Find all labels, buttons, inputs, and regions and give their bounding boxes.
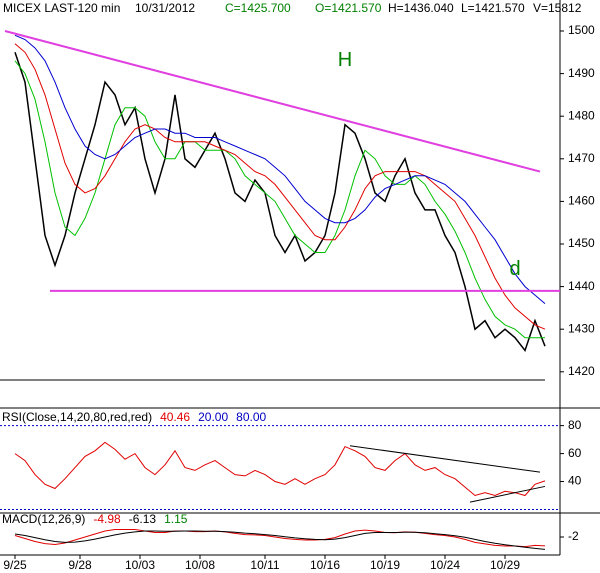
- y-tick-label: 1430: [568, 321, 595, 335]
- legend-item: -6.13: [129, 512, 157, 526]
- header-item: V=15812: [533, 1, 582, 15]
- legend-item: MACD(12,26,9): [2, 512, 85, 526]
- y-tick-label: -2: [568, 529, 579, 543]
- legend-item: -4.98: [93, 512, 121, 526]
- annotation: d: [509, 258, 520, 280]
- trendline: [469, 485, 546, 503]
- header-item: L=1421.570: [461, 1, 525, 15]
- y-tick-label: 60: [568, 446, 582, 460]
- x-tick-label: 10/24: [430, 558, 460, 572]
- series-line: [14, 52, 546, 353]
- header-item: O=1421.570: [315, 1, 382, 15]
- y-tick-label: 1440: [568, 279, 595, 293]
- trendline: [4, 30, 541, 173]
- x-tick-label: 9/25: [3, 558, 27, 572]
- header-item: MICEX LAST-120 min: [3, 1, 120, 15]
- annotation: H: [338, 49, 352, 71]
- x-tick-label: 10/08: [185, 558, 215, 572]
- x-tick-label: 10/11: [250, 558, 279, 572]
- x-tick-label: 10/19: [370, 558, 400, 572]
- y-tick-label: 1470: [568, 151, 595, 165]
- y-tick-label: 1490: [568, 66, 595, 80]
- y-tick-label: 80: [568, 418, 582, 432]
- series-line: [14, 441, 546, 497]
- legend-item: 1.15: [164, 512, 188, 526]
- y-tick-label: 1460: [568, 194, 595, 208]
- x-tick-label: 10/03: [125, 558, 155, 572]
- y-tick-label: 1480: [568, 108, 595, 122]
- trendline: [349, 445, 541, 473]
- header-item: C=1425.700: [225, 1, 291, 15]
- series-line: [14, 60, 545, 339]
- x-tick-label: 9/28: [68, 558, 92, 572]
- header-item: 10/31/2012: [135, 1, 195, 15]
- y-tick-label: 40: [568, 474, 582, 488]
- series-line: [14, 530, 546, 550]
- series-line: [14, 43, 546, 330]
- series-line: [14, 34, 546, 304]
- legend-item: 80.00: [236, 410, 266, 424]
- y-tick-label: 1500: [568, 23, 595, 37]
- legend-item: 40.46: [160, 410, 190, 424]
- header-item: H=1436.040: [388, 1, 454, 15]
- legend-item: 20.00: [198, 410, 228, 424]
- x-tick-label: 10/16: [310, 558, 340, 572]
- y-tick-label: 1420: [568, 364, 595, 378]
- legend-item: RSI(Close,14,20,80,red,red): [2, 410, 152, 424]
- y-tick-label: 1450: [568, 236, 595, 250]
- x-tick-label: 10/29: [490, 558, 520, 572]
- series-line: [14, 529, 546, 548]
